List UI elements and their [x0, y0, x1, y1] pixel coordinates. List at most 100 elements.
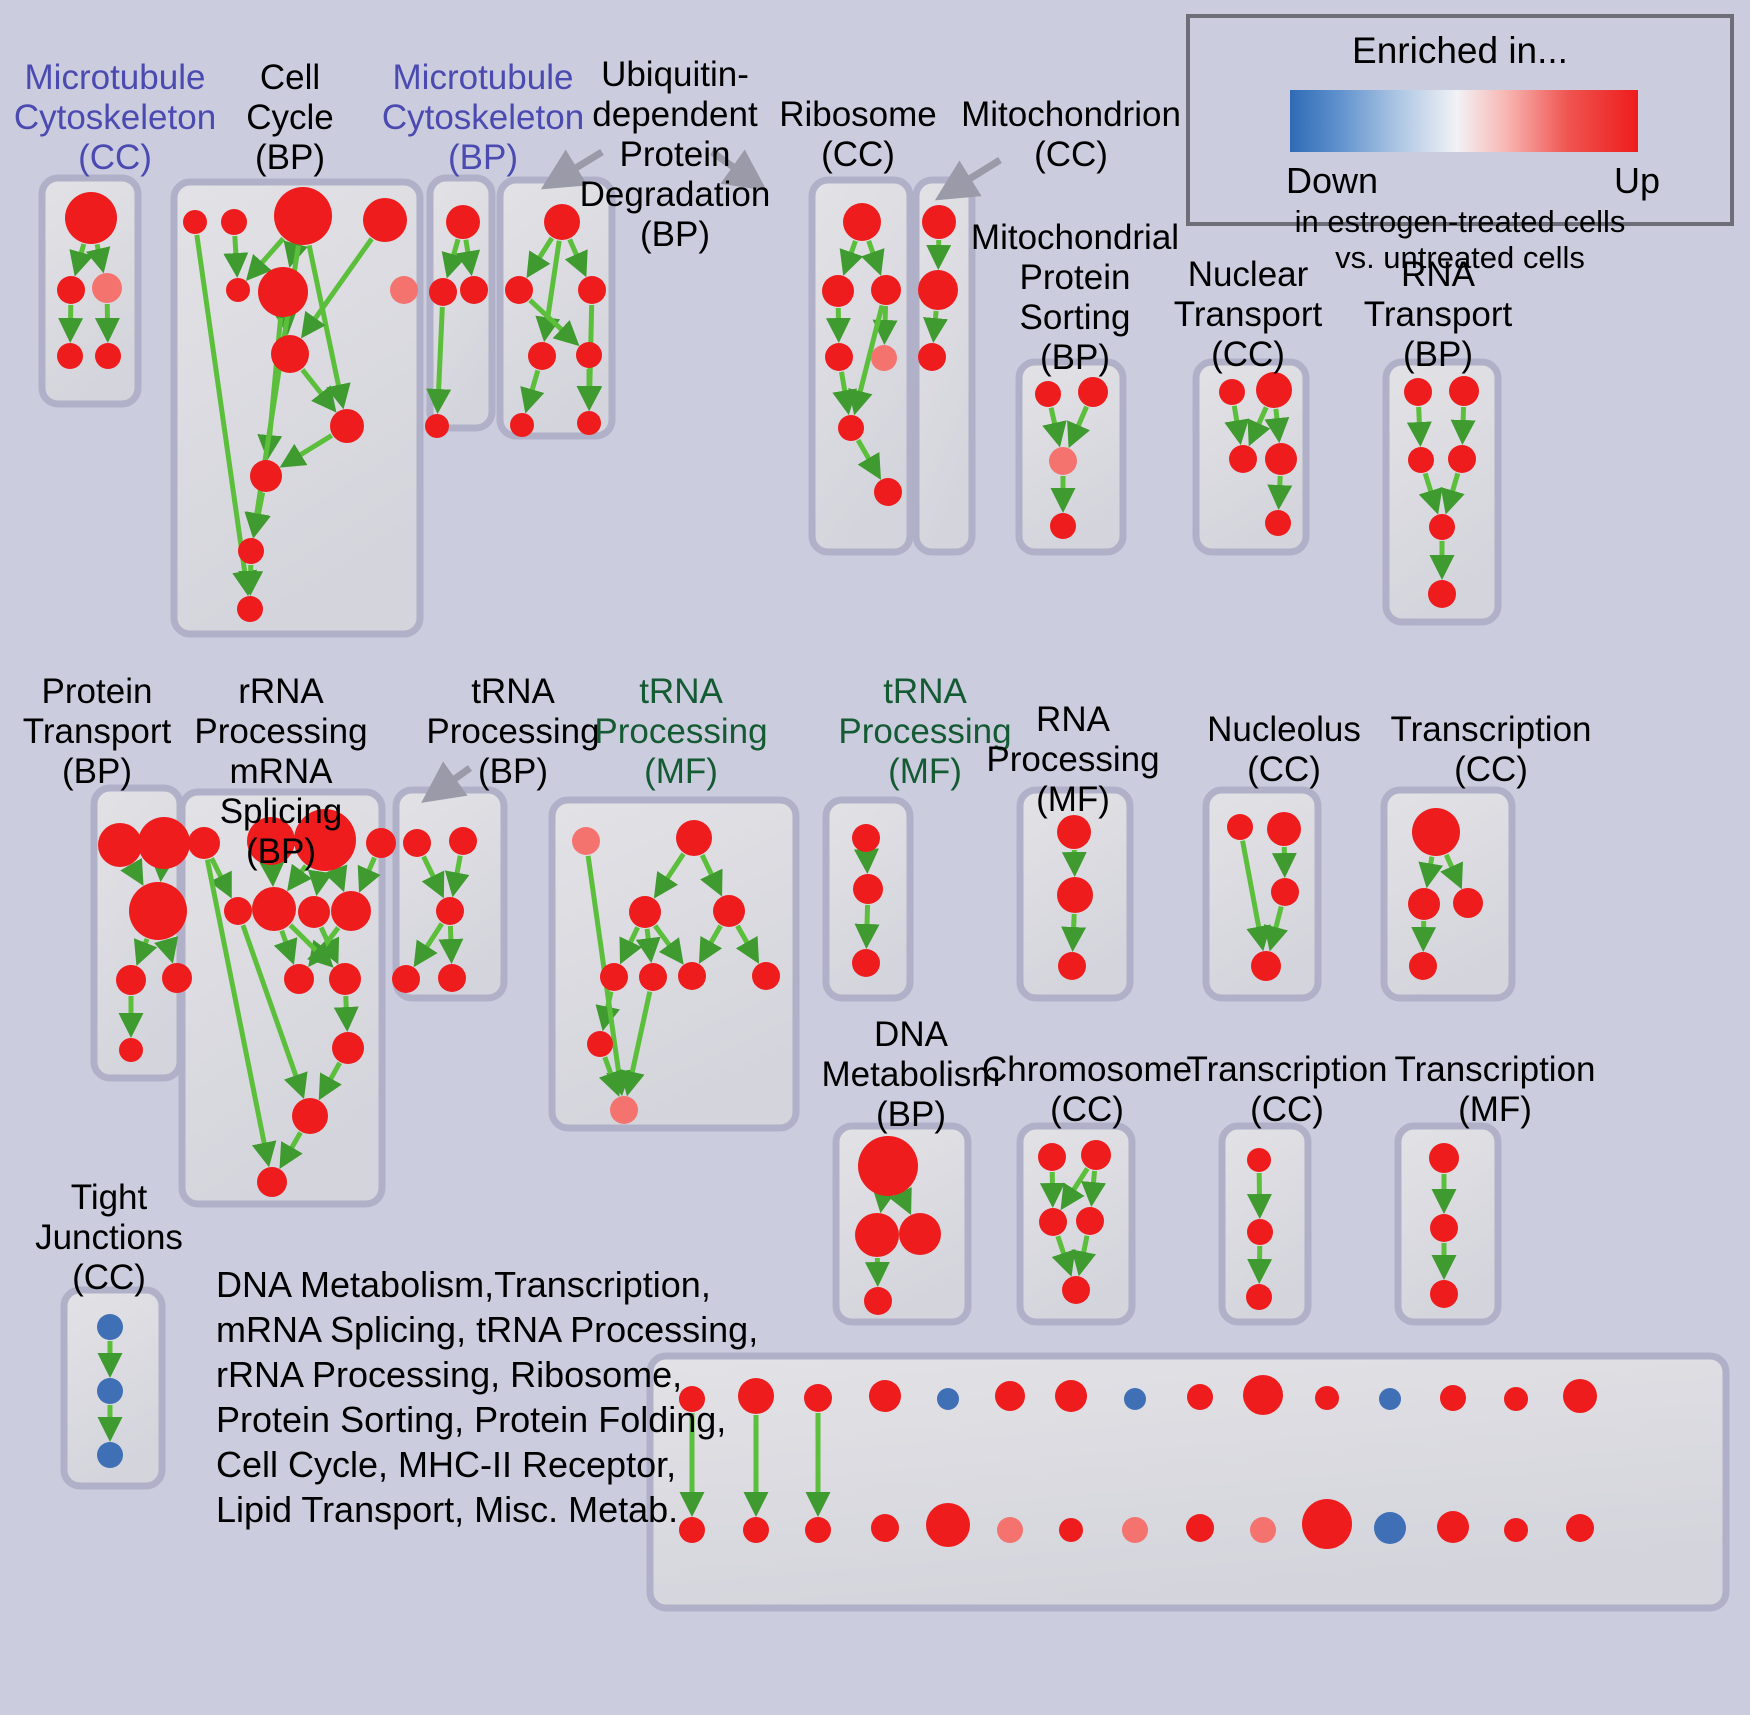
gene-node[interactable] — [97, 1378, 123, 1404]
gene-node[interactable] — [98, 823, 142, 867]
gene-node[interactable] — [460, 276, 488, 304]
gene-node[interactable] — [162, 963, 192, 993]
gene-node[interactable] — [449, 827, 477, 855]
gene-node[interactable] — [1057, 877, 1093, 913]
gene-node[interactable] — [997, 1517, 1023, 1543]
gene-node[interactable] — [874, 478, 902, 506]
gene-node[interactable] — [871, 275, 901, 305]
gene-node[interactable] — [438, 964, 466, 992]
gene-node[interactable] — [1251, 951, 1281, 981]
gene-node[interactable] — [572, 827, 600, 855]
gene-node[interactable] — [713, 895, 745, 927]
gene-node[interactable] — [843, 203, 881, 241]
gene-node[interactable] — [1271, 878, 1299, 906]
gene-node[interactable] — [1504, 1387, 1528, 1411]
gene-node[interactable] — [1246, 1284, 1272, 1310]
gene-node[interactable] — [853, 874, 883, 904]
gene-node[interactable] — [129, 882, 187, 940]
gene-node[interactable] — [392, 965, 420, 993]
gene-node[interactable] — [65, 192, 117, 244]
gene-node[interactable] — [1062, 1276, 1090, 1304]
gene-node[interactable] — [446, 205, 480, 239]
gene-node[interactable] — [332, 1032, 364, 1064]
gene-node[interactable] — [871, 345, 897, 371]
gene-node[interactable] — [1058, 952, 1086, 980]
gene-node[interactable] — [852, 949, 880, 977]
gene-node[interactable] — [271, 335, 309, 373]
gene-node[interactable] — [363, 198, 407, 242]
gene-node[interactable] — [1404, 378, 1432, 406]
gene-node[interactable] — [1430, 1214, 1458, 1242]
gene-node[interactable] — [1429, 1143, 1459, 1173]
gene-node[interactable] — [922, 205, 956, 239]
gene-node[interactable] — [425, 414, 449, 438]
gene-node[interactable] — [1430, 1280, 1458, 1308]
gene-node[interactable] — [329, 963, 361, 995]
gene-node[interactable] — [57, 343, 83, 369]
gene-node[interactable] — [855, 1213, 899, 1257]
gene-node[interactable] — [1078, 377, 1108, 407]
gene-node[interactable] — [238, 538, 264, 564]
gene-node[interactable] — [250, 460, 282, 492]
gene-node[interactable] — [331, 891, 371, 931]
gene-node[interactable] — [1039, 1208, 1067, 1236]
gene-node[interactable] — [183, 210, 207, 234]
gene-node[interactable] — [858, 1136, 918, 1196]
gene-node[interactable] — [738, 1378, 774, 1414]
gene-node[interactable] — [1315, 1386, 1339, 1410]
gene-node[interactable] — [869, 1380, 901, 1412]
gene-node[interactable] — [1448, 445, 1476, 473]
gene-node[interactable] — [1428, 580, 1456, 608]
gene-node[interactable] — [1227, 814, 1253, 840]
gene-node[interactable] — [258, 267, 308, 317]
gene-node[interactable] — [1302, 1499, 1352, 1549]
gene-node[interactable] — [57, 276, 85, 304]
gene-node[interactable] — [294, 809, 356, 871]
gene-node[interactable] — [221, 209, 247, 235]
gene-node[interactable] — [1265, 510, 1291, 536]
gene-node[interactable] — [864, 1287, 892, 1315]
gene-node[interactable] — [678, 962, 706, 990]
gene-node[interactable] — [429, 278, 457, 306]
gene-node[interactable] — [116, 965, 146, 995]
gene-node[interactable] — [92, 273, 122, 303]
gene-node[interactable] — [1247, 1148, 1271, 1172]
gene-node[interactable] — [852, 824, 880, 852]
gene-node[interactable] — [528, 342, 556, 370]
gene-node[interactable] — [825, 343, 853, 371]
gene-node[interactable] — [247, 817, 295, 865]
gene-node[interactable] — [1566, 1514, 1594, 1542]
gene-node[interactable] — [1049, 447, 1077, 475]
gene-node[interactable] — [1267, 812, 1301, 846]
gene-node[interactable] — [1504, 1518, 1528, 1542]
gene-node[interactable] — [1055, 1380, 1087, 1412]
gene-node[interactable] — [138, 817, 190, 869]
gene-node[interactable] — [1081, 1140, 1111, 1170]
gene-node[interactable] — [1076, 1207, 1104, 1235]
gene-node[interactable] — [330, 409, 364, 443]
gene-node[interactable] — [1437, 1511, 1469, 1543]
gene-node[interactable] — [1412, 808, 1460, 856]
gene-node[interactable] — [1243, 1375, 1283, 1415]
gene-node[interactable] — [822, 275, 854, 307]
gene-node[interactable] — [119, 1038, 143, 1062]
gene-node[interactable] — [600, 963, 628, 991]
gene-node[interactable] — [918, 270, 958, 310]
gene-node[interactable] — [1408, 447, 1434, 473]
gene-node[interactable] — [403, 829, 431, 857]
gene-node[interactable] — [578, 276, 606, 304]
gene-node[interactable] — [298, 896, 330, 928]
gene-node[interactable] — [505, 276, 533, 304]
gene-node[interactable] — [1229, 445, 1257, 473]
gene-node[interactable] — [1453, 888, 1483, 918]
gene-node[interactable] — [1122, 1517, 1148, 1543]
gene-node[interactable] — [743, 1517, 769, 1543]
gene-node[interactable] — [1187, 1384, 1213, 1410]
gene-node[interactable] — [639, 963, 667, 991]
gene-node[interactable] — [237, 596, 263, 622]
gene-node[interactable] — [1219, 379, 1245, 405]
gene-node[interactable] — [1035, 381, 1061, 407]
gene-node[interactable] — [1057, 815, 1091, 849]
gene-node[interactable] — [292, 1098, 328, 1134]
gene-node[interactable] — [544, 204, 580, 240]
